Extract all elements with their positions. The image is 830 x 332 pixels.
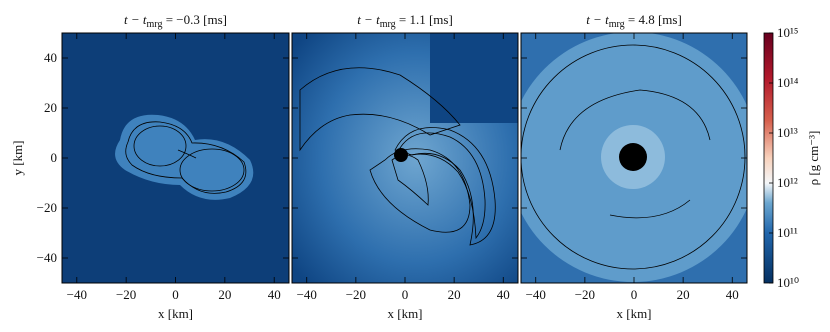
title-sub: mrg — [380, 19, 396, 30]
y-tick-label: 0 — [51, 150, 58, 165]
colorbar-tick-label: 10¹¹ — [777, 225, 798, 240]
x-tick-label: −40 — [297, 287, 317, 302]
x-tick-label: −20 — [346, 287, 366, 302]
density-map — [62, 33, 289, 283]
y-tick-label: 40 — [44, 50, 57, 65]
x-tick-label: 0 — [172, 287, 179, 302]
title-main: t − t — [586, 12, 609, 27]
x-tick-label: −40 — [67, 287, 87, 302]
panel-title: t − tmrg = 1.1 [ms] — [357, 12, 453, 30]
x-axis-title: x [km] — [158, 306, 193, 321]
density-map — [292, 33, 518, 283]
x-tick-label: 20 — [218, 287, 231, 302]
x-tick-label: 0 — [402, 287, 409, 302]
x-tick-label: 40 — [726, 287, 739, 302]
title-sub: mrg — [609, 19, 625, 30]
title-sub: mrg — [147, 19, 163, 30]
x-tick-label: 20 — [677, 287, 690, 302]
x-tick-label: 20 — [448, 287, 461, 302]
y-tick-label: −20 — [37, 200, 57, 215]
panel-title: t − tmrg = 4.8 [ms] — [586, 12, 682, 30]
x-tick-label: −20 — [116, 287, 136, 302]
panel-title: t − tmrg = −0.3 [ms] — [124, 12, 227, 30]
density-map — [521, 33, 747, 283]
colorbar-title: ρ [g cm⁻³] — [806, 131, 821, 186]
title-rest: = −0.3 [ms] — [162, 12, 227, 27]
y-tick-label: 20 — [44, 100, 57, 115]
title-rest: = 4.8 [ms] — [625, 12, 682, 27]
title-main: t − t — [357, 12, 380, 27]
colorbar-tick-label: 10¹⁵ — [777, 25, 798, 40]
x-tick-label: 40 — [268, 287, 281, 302]
y-tick-label: −40 — [37, 250, 57, 265]
colorbar-tick-label: 10¹² — [777, 175, 798, 190]
x-tick-label: −40 — [526, 287, 546, 302]
title-rest: = 1.1 [ms] — [396, 12, 453, 27]
x-axis-title: x [km] — [616, 306, 651, 321]
x-tick-label: 0 — [631, 287, 638, 302]
colorbar-tick-label: 10¹⁴ — [777, 75, 799, 90]
y-axis-title: y [km] — [10, 140, 25, 175]
colorbar-tick-label: 10¹³ — [777, 125, 798, 140]
colorbar-tick-label: 10¹⁰ — [777, 275, 799, 290]
x-tick-label: 40 — [497, 287, 510, 302]
x-axis-title: x [km] — [387, 306, 422, 321]
title-main: t − t — [124, 12, 147, 27]
x-tick-label: −20 — [575, 287, 595, 302]
colorbar — [763, 32, 774, 284]
